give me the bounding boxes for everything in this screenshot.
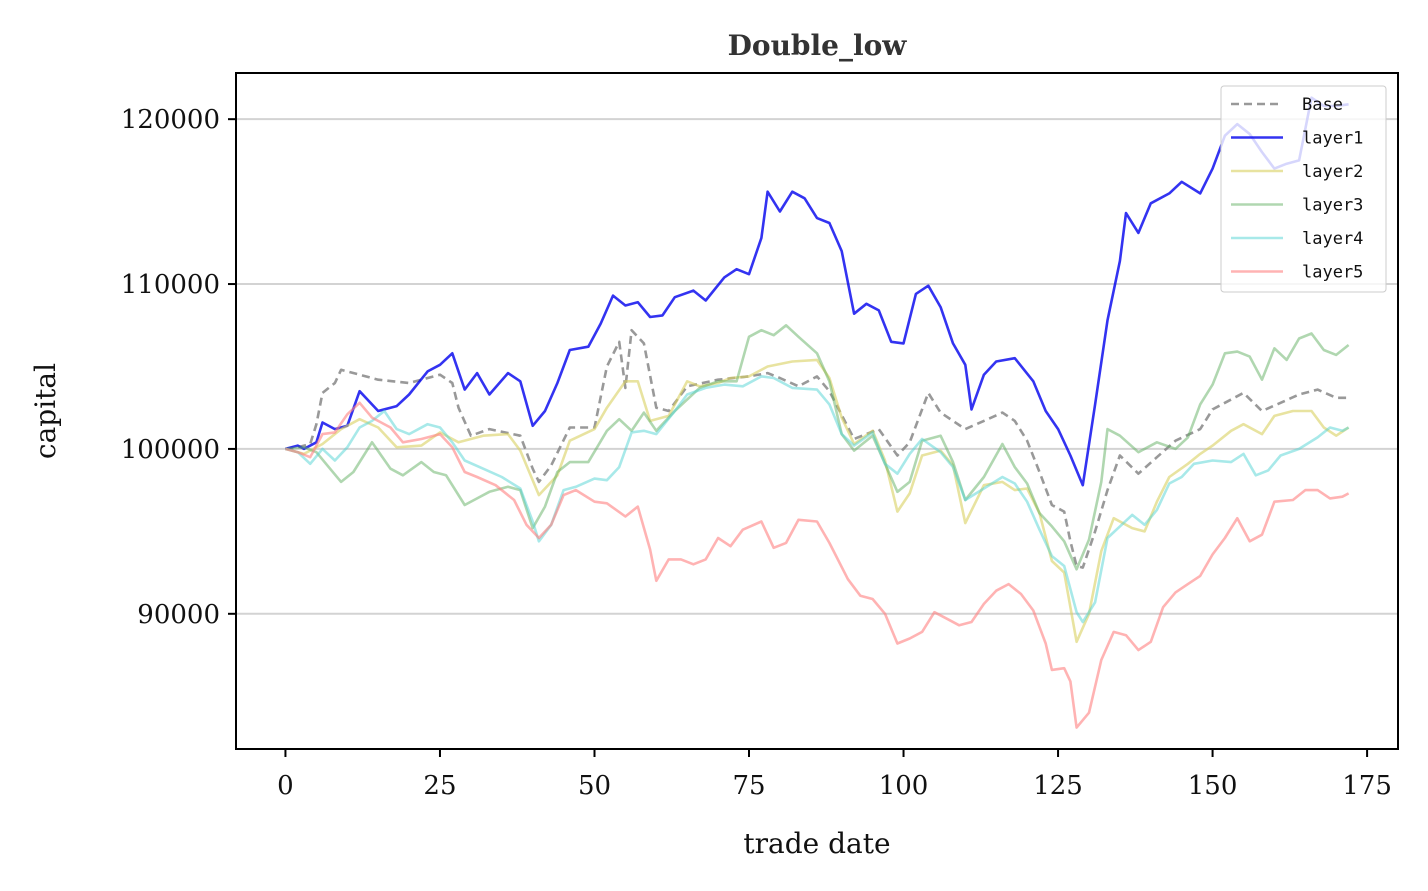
y-tick-label: 100000 <box>121 435 220 465</box>
legend-label-layer4: layer4 <box>1302 229 1363 249</box>
y-tick-label: 120000 <box>121 105 220 135</box>
legend-label-layer3: layer3 <box>1302 196 1363 216</box>
legend-label-layer5: layer5 <box>1302 263 1363 283</box>
x-axis-ticks: 0 25 50 75 100 125 150 175 <box>277 749 1392 801</box>
legend: Base layer1 layer2 layer3 layer4 layer5 <box>1220 85 1387 293</box>
y-tick-label: 90000 <box>137 600 220 630</box>
series-line-layer4 <box>285 375 1350 624</box>
x-tick-label: 0 <box>277 771 294 801</box>
x-tick-label: 75 <box>732 771 765 801</box>
series-lines <box>285 96 1350 729</box>
legend-label-layer2: layer2 <box>1302 162 1363 182</box>
y-axis-label: capital <box>29 363 62 459</box>
series-line-layer5 <box>285 401 1350 729</box>
plot-frame <box>235 72 1399 750</box>
series-line-Base <box>285 328 1349 569</box>
x-axis-label: trade date <box>743 827 890 860</box>
y-tick-label: 110000 <box>121 270 220 300</box>
x-tick-label: 150 <box>1188 771 1238 801</box>
chart-title: Double_low <box>728 29 908 62</box>
grid-lines <box>236 118 1398 615</box>
x-tick-label: 175 <box>1342 771 1392 801</box>
x-tick-label: 100 <box>879 771 929 801</box>
legend-box <box>1220 85 1387 293</box>
legend-label-layer1: layer1 <box>1302 129 1363 149</box>
legend-label-Base: Base <box>1302 95 1343 115</box>
x-tick-label: 125 <box>1033 771 1083 801</box>
x-tick-label: 50 <box>578 771 611 801</box>
y-axis-ticks: 90000 100000 110000 120000 <box>121 105 236 630</box>
series-line-layer1 <box>285 96 1349 487</box>
x-tick-label: 25 <box>423 771 456 801</box>
